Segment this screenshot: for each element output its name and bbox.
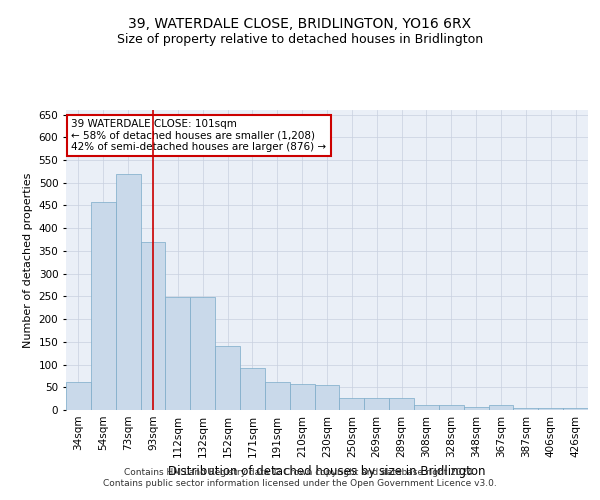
Y-axis label: Number of detached properties: Number of detached properties [23, 172, 33, 348]
Bar [265, 382, 290, 410]
Bar [439, 404, 464, 410]
Bar [488, 406, 514, 410]
X-axis label: Distribution of detached houses by size in Bridlington: Distribution of detached houses by size … [168, 466, 486, 478]
Bar [514, 408, 538, 410]
Bar [240, 368, 265, 410]
Text: Contains HM Land Registry data © Crown copyright and database right 2024.
Contai: Contains HM Land Registry data © Crown c… [103, 468, 497, 487]
Bar [166, 298, 190, 410]
Bar [116, 174, 140, 410]
Bar [364, 398, 389, 410]
Bar [464, 407, 488, 410]
Bar [538, 408, 563, 410]
Bar [414, 404, 439, 410]
Bar [340, 398, 364, 410]
Bar [140, 242, 166, 410]
Bar [91, 202, 116, 410]
Bar [563, 408, 588, 410]
Text: 39 WATERDALE CLOSE: 101sqm
← 58% of detached houses are smaller (1,208)
42% of s: 39 WATERDALE CLOSE: 101sqm ← 58% of deta… [71, 119, 326, 152]
Bar [190, 298, 215, 410]
Bar [290, 384, 314, 410]
Bar [215, 346, 240, 410]
Text: 39, WATERDALE CLOSE, BRIDLINGTON, YO16 6RX: 39, WATERDALE CLOSE, BRIDLINGTON, YO16 6… [128, 18, 472, 32]
Bar [389, 398, 414, 410]
Text: Size of property relative to detached houses in Bridlington: Size of property relative to detached ho… [117, 32, 483, 46]
Bar [314, 385, 340, 410]
Bar [66, 382, 91, 410]
